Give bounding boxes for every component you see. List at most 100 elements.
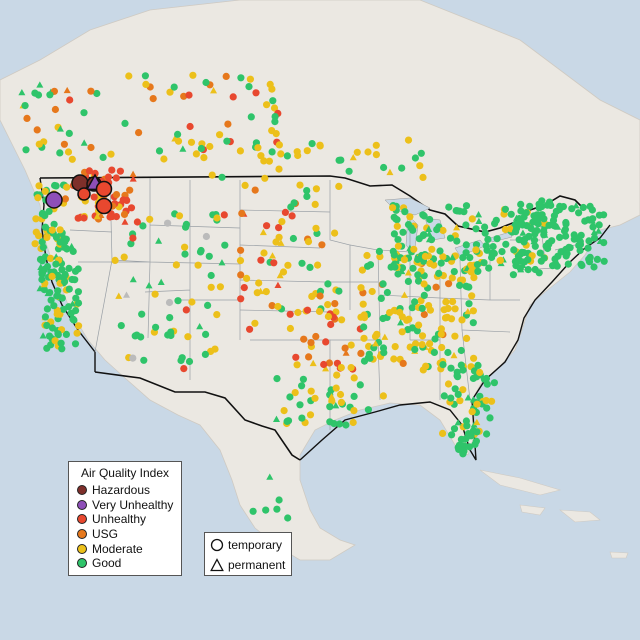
monitor-site-marker (182, 306, 190, 314)
monitor-site-marker (540, 215, 548, 223)
aqi-legend-item-good: Good (69, 556, 181, 571)
monitor-site-marker (481, 223, 489, 231)
monitor-site-marker (65, 129, 73, 137)
monitor-site-marker (133, 218, 141, 226)
monitor-site-marker (411, 298, 419, 306)
monitor-site-marker (62, 330, 70, 338)
monitor-site-marker (192, 150, 200, 158)
moderate-swatch-icon (77, 543, 87, 554)
monitor-site-marker (438, 343, 446, 352)
monitor-site-marker (585, 255, 593, 263)
monitor-site-marker (483, 430, 491, 438)
monitor-site-marker (432, 283, 440, 291)
monitor-site-marker (425, 225, 433, 232)
monitor-site-marker (35, 140, 43, 148)
monitor-site-marker (243, 274, 251, 282)
monitor-site-marker (46, 289, 54, 297)
monitor-site-marker (175, 212, 184, 220)
monitor-site-marker (556, 233, 564, 241)
monitor-site-marker (273, 375, 281, 383)
monitor-site-marker (261, 174, 269, 182)
monitor-site-marker (246, 325, 254, 333)
aqi-legend-item-unhealthy: Unhealthy (69, 512, 181, 527)
monitor-site-marker (286, 393, 294, 401)
monitor-site-marker (468, 292, 476, 300)
monitor-site-marker (522, 209, 530, 217)
monitor-site-marker (350, 392, 358, 400)
monitor-site-marker (247, 113, 255, 121)
monitor-site-marker (447, 364, 455, 372)
monitor-site-marker (271, 118, 279, 126)
monitor-site-marker (335, 420, 344, 428)
monitor-site-marker (527, 224, 535, 233)
monitor-site-marker (469, 307, 477, 315)
monitor-site-marker (337, 156, 345, 164)
monitor-site-marker (236, 257, 245, 265)
monitor-site-marker (272, 415, 280, 422)
monitor-site-marker (284, 261, 292, 269)
monitor-site-marker (69, 300, 77, 307)
monitor-site-marker (202, 78, 210, 87)
monitor-site-marker (60, 240, 68, 247)
monitor-site-marker (129, 354, 137, 362)
monitor-site-marker (322, 338, 330, 346)
monitor-site-marker (462, 241, 470, 249)
monitor-site-marker (433, 226, 441, 234)
monitor-site-marker (146, 215, 154, 223)
monitor-site-marker (409, 264, 417, 272)
monitor-site-marker (184, 333, 192, 341)
monitor-site-marker (386, 168, 394, 176)
monitor-site-marker (206, 142, 214, 151)
monitor-site-marker (95, 197, 113, 215)
monitor-site-marker (61, 195, 69, 203)
monitor-site-marker (588, 206, 597, 214)
monitor-site-marker (484, 235, 492, 243)
aqi-legend-label: Good (92, 556, 122, 571)
monitor-site-marker (251, 186, 259, 194)
monitor-site-marker (35, 232, 43, 240)
monitor-site-marker (316, 141, 324, 149)
monitor-site-marker (545, 221, 553, 229)
monitor-site-marker (324, 301, 332, 309)
monitor-site-marker (93, 89, 101, 98)
monitor-site-marker (306, 411, 315, 419)
monitor-site-marker (125, 72, 133, 80)
monitor-site-marker (331, 229, 339, 237)
monitor-site-marker (117, 322, 125, 330)
monitor-site-marker (547, 201, 555, 209)
monitor-site-marker (314, 261, 322, 269)
monitor-site-marker (328, 393, 336, 400)
monitor-site-marker (236, 147, 244, 155)
monitor-site-marker (584, 244, 592, 252)
monitor-site-marker (510, 246, 518, 254)
monitor-site-marker (404, 221, 413, 229)
monitor-site-marker (292, 353, 300, 361)
monitor-site-marker (257, 152, 265, 160)
monitor-site-marker (218, 173, 226, 181)
monitor-site-marker (440, 306, 448, 314)
monitor-site-marker (462, 435, 470, 443)
monitor-site-marker (399, 228, 407, 236)
monitor-site-marker (69, 247, 77, 255)
monitor-site-marker (266, 473, 274, 480)
monitor-site-marker (281, 208, 289, 216)
monitor-site-marker (457, 346, 465, 355)
monitor-site-marker (274, 281, 282, 289)
monitor-site-marker (417, 149, 425, 157)
circle-icon (210, 538, 224, 551)
monitor-site-marker (174, 297, 182, 305)
monitor-site-marker (174, 137, 183, 145)
monitor-site-marker (187, 138, 196, 146)
monitor-site-marker (405, 315, 413, 323)
monitor-site-marker (337, 364, 345, 372)
monitor-site-marker (189, 71, 197, 79)
monitor-site-marker (425, 230, 433, 237)
monitor-site-marker (530, 230, 538, 237)
monitor-site-marker (108, 166, 116, 174)
monitor-site-marker (106, 213, 114, 221)
monitor-site-marker (472, 246, 480, 254)
monitor-site-marker (270, 259, 278, 267)
monitor-site-marker (470, 274, 478, 282)
monitor-site-marker (381, 333, 389, 340)
monitor-site-marker (562, 252, 570, 260)
